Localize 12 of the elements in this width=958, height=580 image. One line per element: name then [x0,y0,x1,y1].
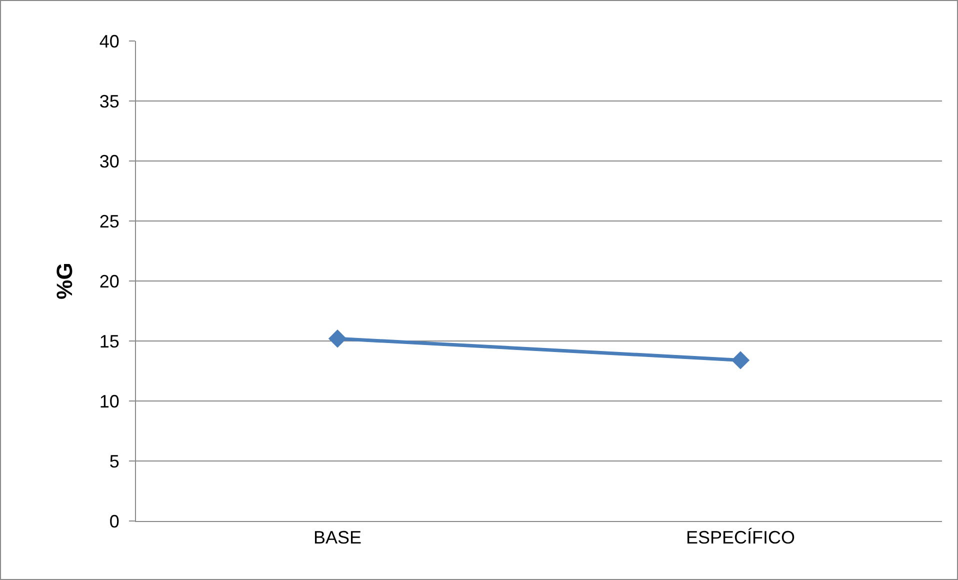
x-tick-label: BASE [313,528,362,548]
y-tick-label: 30 [99,151,120,172]
y-tick-label: 25 [99,211,120,232]
y-tick-label: 5 [109,451,120,472]
y-tick-label: 10 [99,391,120,412]
y-tick-label: 20 [99,271,120,292]
y-tick-label: 15 [99,331,120,352]
y-tick-label: 0 [109,511,120,532]
y-axis-title: %G [52,262,78,300]
x-tick-label: ESPECÍFICO [686,528,796,548]
y-tick-label: 35 [99,91,120,112]
y-tick-label: 40 [99,31,120,52]
